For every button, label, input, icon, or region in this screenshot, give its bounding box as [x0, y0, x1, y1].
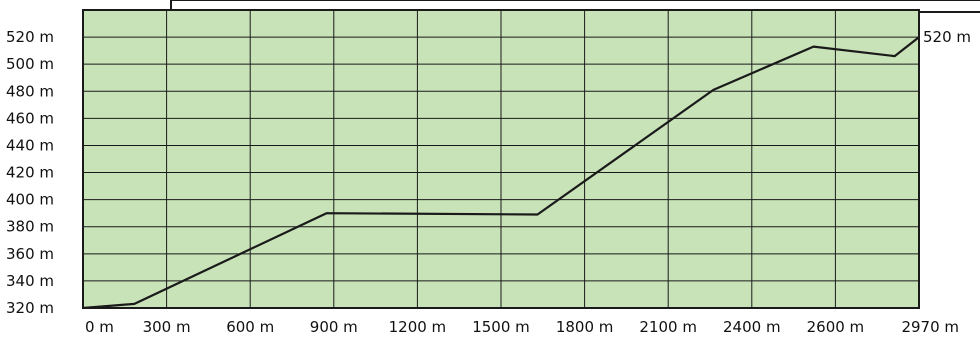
y-tick-label-4: 400 m [6, 191, 54, 209]
x-tick-label-10: 2970 m [901, 318, 959, 336]
y-tick-label-1: 340 m [6, 272, 54, 290]
x-tick-label-3: 900 m [310, 318, 358, 336]
end-elevation-label: 520 m [923, 28, 971, 46]
x-tick-label-5: 1500 m [472, 318, 530, 336]
x-tick-label-2: 600 m [226, 318, 274, 336]
x-tick-label-4: 1200 m [389, 318, 447, 336]
x-tick-label-6: 1800 m [556, 318, 614, 336]
y-tick-label-2: 360 m [6, 245, 54, 263]
horizontal-gridlines [83, 36, 919, 309]
x-tick-label-8: 2400 m [723, 318, 781, 336]
y-tick-label-10: 520 m [6, 28, 54, 46]
elevation-series-line [82, 36, 920, 310]
x-tick-label-1: 300 m [143, 318, 191, 336]
vertical-gridlines [166, 10, 836, 308]
plot-frame [82, 9, 920, 309]
y-axis-tick-labels: 320 m 340 m 360 m 380 m 400 m 420 m 440 m 460 m… [6, 28, 54, 317]
y-tick-label-6: 440 m [6, 136, 54, 154]
x-tick-label-0: 0 m [85, 318, 114, 336]
y-tick-label-7: 460 m [6, 109, 54, 127]
y-tick-label-0: 320 m [6, 299, 54, 317]
y-tick-label-8: 480 m [6, 82, 54, 100]
y-tick-label-9: 500 m [6, 55, 54, 73]
x-axis-tick-labels: 0 m 300 m 600 m 900 m 1200 m 1500 m 1800 m 2100… [85, 318, 959, 336]
y-tick-label-5: 420 m [6, 164, 54, 182]
x-tick-label-9: 2600 m [807, 318, 865, 336]
y-tick-label-3: 380 m [6, 218, 54, 236]
x-tick-label-7: 2100 m [639, 318, 697, 336]
